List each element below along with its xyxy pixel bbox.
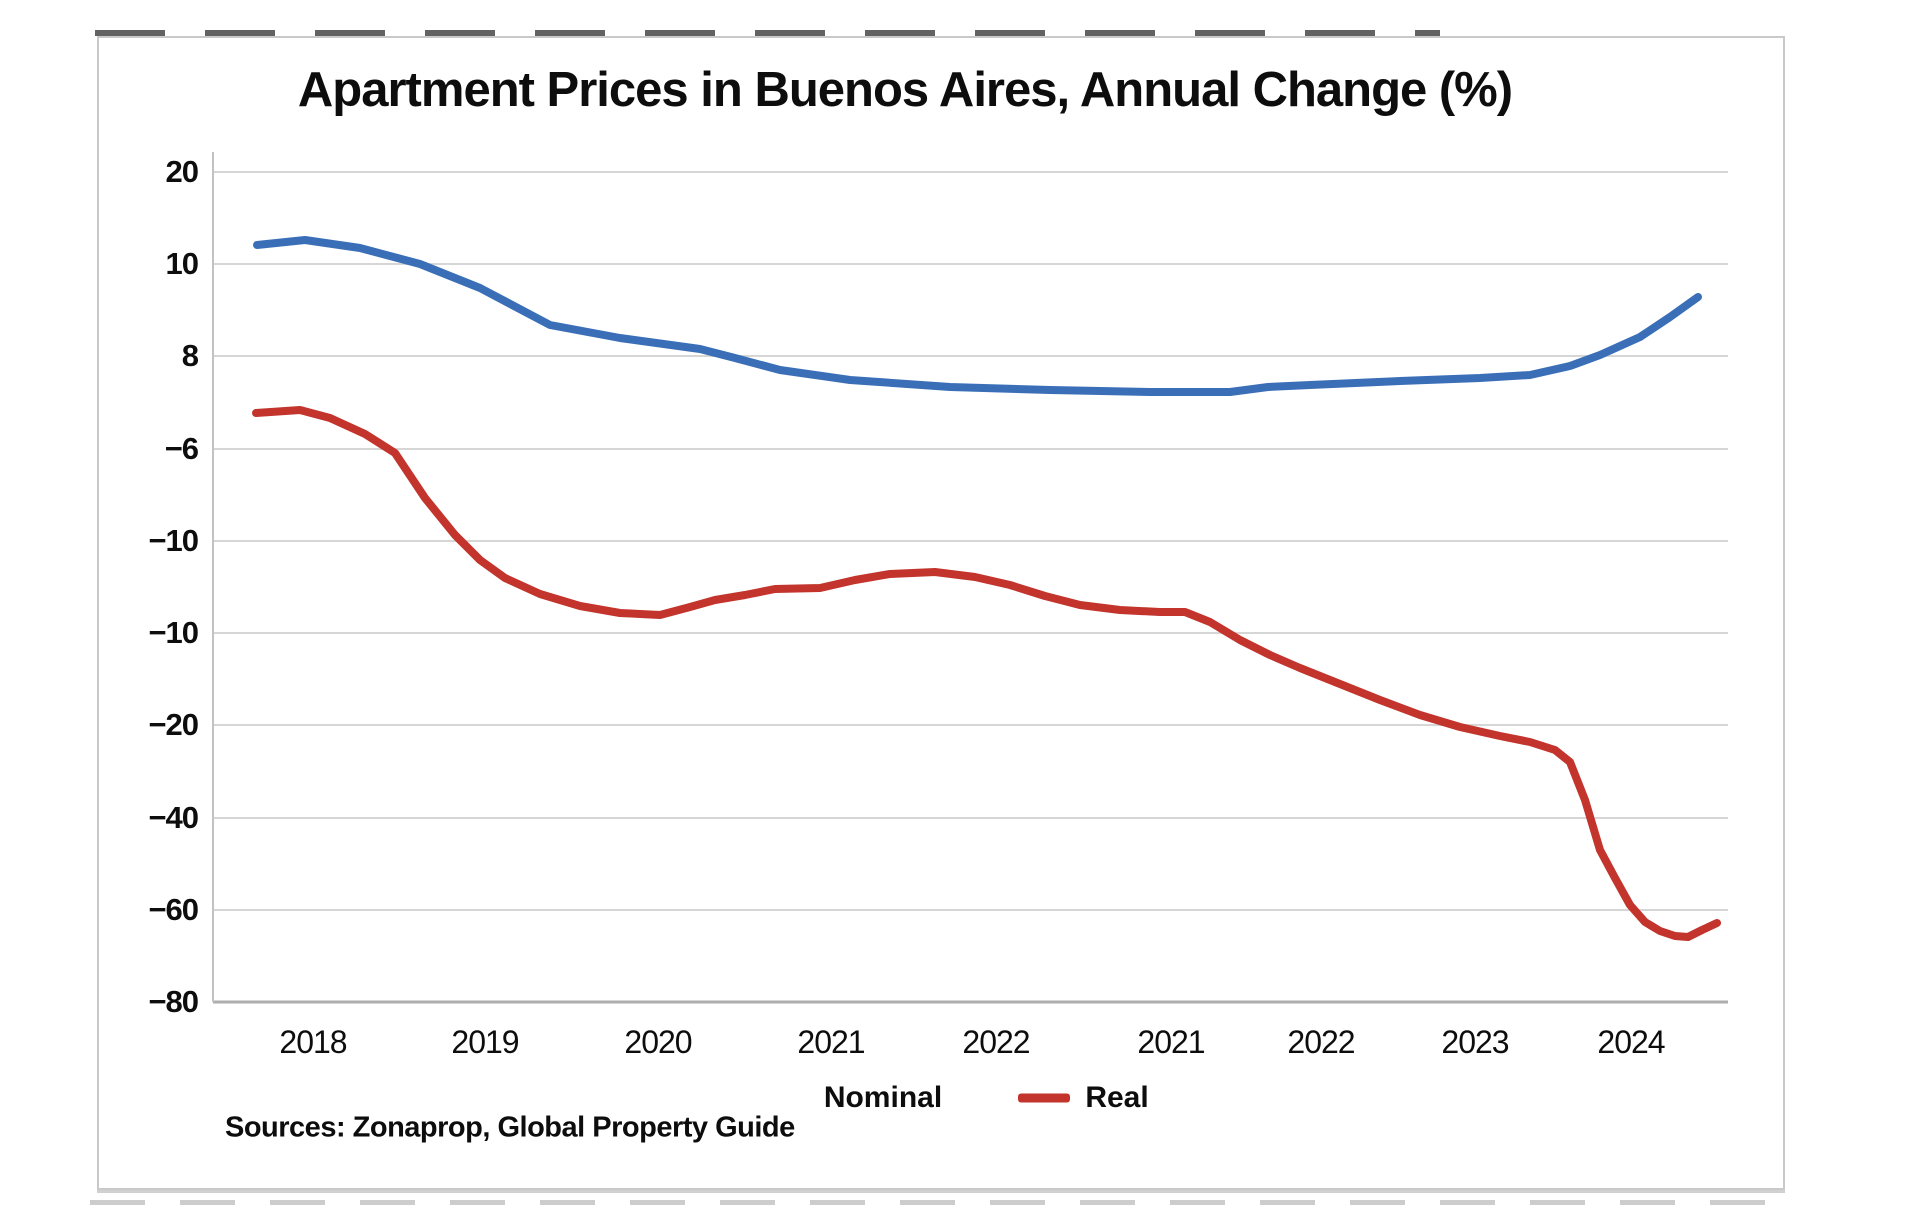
x-tick-label: 2021 [1137, 1024, 1205, 1060]
x-tick-label: 2022 [1287, 1024, 1355, 1060]
y-tick-label: −40 [148, 800, 199, 835]
legend-swatch-real-dash-icon [1018, 1093, 1070, 1103]
y-tick-label: 8 [181, 338, 199, 373]
y-tick-label: −20 [148, 707, 199, 742]
x-tick-label: 2024 [1597, 1024, 1665, 1060]
x-tick-label: 2020 [624, 1024, 692, 1060]
chart-title: Apartment Prices in Buenos Aires, Annual… [297, 63, 1513, 117]
y-tick-label: 10 [165, 246, 199, 281]
y-tick-label: −80 [148, 984, 199, 1019]
x-tick-label: 2023 [1441, 1024, 1509, 1060]
x-tick-label: 2019 [451, 1024, 519, 1060]
bottom-edge-artifact [90, 1200, 1790, 1205]
y-tick-label: −10 [148, 615, 199, 650]
top-edge-artifact [95, 30, 1440, 36]
legend-label-nominal: Nominal [823, 1081, 943, 1114]
legend-label-real: Real [1085, 1081, 1149, 1114]
x-tick-label: 2018 [279, 1024, 347, 1060]
chart-card [97, 36, 1785, 1190]
y-tick-label: 20 [165, 154, 199, 189]
x-tick-label: 2021 [797, 1024, 865, 1060]
x-tick-label: 2022 [962, 1024, 1030, 1060]
y-tick-label: −6 [164, 431, 199, 466]
source-note: Sources: Zonaprop, Global Property Guide [225, 1111, 795, 1144]
y-tick-label: −60 [148, 892, 199, 927]
y-tick-label: −10 [148, 523, 199, 558]
